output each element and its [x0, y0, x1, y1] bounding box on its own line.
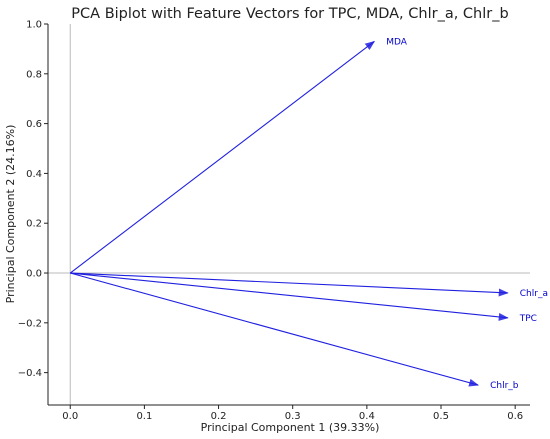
x-tick-label: 0.3	[285, 411, 301, 422]
y-axis-ticks: −0.4 −0.2 0.0 0.2 0.4 0.6 0.8 1.0	[18, 20, 48, 379]
x-tick-label: 0.6	[507, 411, 523, 422]
x-tick-label: 0.2	[211, 411, 227, 422]
x-axis-label: Principal Component 1 (39.33%)	[201, 421, 380, 434]
y-tick-label: 1.0	[26, 20, 42, 31]
x-tick-label: 0.1	[136, 411, 152, 422]
vector-arrow-tpc	[70, 272, 509, 321]
y-tick-label: 0.8	[26, 69, 42, 80]
y-tick-label: −0.4	[18, 368, 42, 379]
x-tick-label: 0.5	[433, 411, 449, 422]
vector-arrow-chlr-a	[70, 272, 509, 297]
y-tick-label: 0.2	[26, 219, 42, 230]
chart-title: PCA Biplot with Feature Vectors for TPC,…	[71, 6, 508, 22]
y-axis-label: Principal Component 2 (24.16%)	[4, 125, 17, 304]
y-tick-label: 0.0	[26, 269, 42, 280]
y-tick-label: −0.2	[18, 318, 42, 329]
vector-label-chlr-a: Chlr_a	[520, 289, 548, 299]
x-tick-label: 0.0	[62, 411, 78, 422]
y-tick-label: 0.4	[26, 169, 42, 180]
x-axis-ticks: 0.0 0.1 0.2 0.3 0.4 0.5 0.6	[62, 405, 523, 422]
y-tick-label: 0.6	[26, 119, 42, 130]
vector-label-chlr-b: Chlr_b	[490, 381, 519, 391]
reference-lines	[48, 24, 530, 405]
vector-arrow-chlr-b	[70, 272, 480, 387]
vector-label-tpc: TPC	[519, 314, 537, 324]
feature-vectors: MDA Chlr_a TPC Chlr_b	[69, 37, 548, 391]
vector-label-mda: MDA	[386, 37, 408, 47]
vector-arrow-mda	[69, 40, 376, 274]
axes-spines	[47, 24, 530, 406]
x-tick-label: 0.4	[359, 411, 375, 422]
